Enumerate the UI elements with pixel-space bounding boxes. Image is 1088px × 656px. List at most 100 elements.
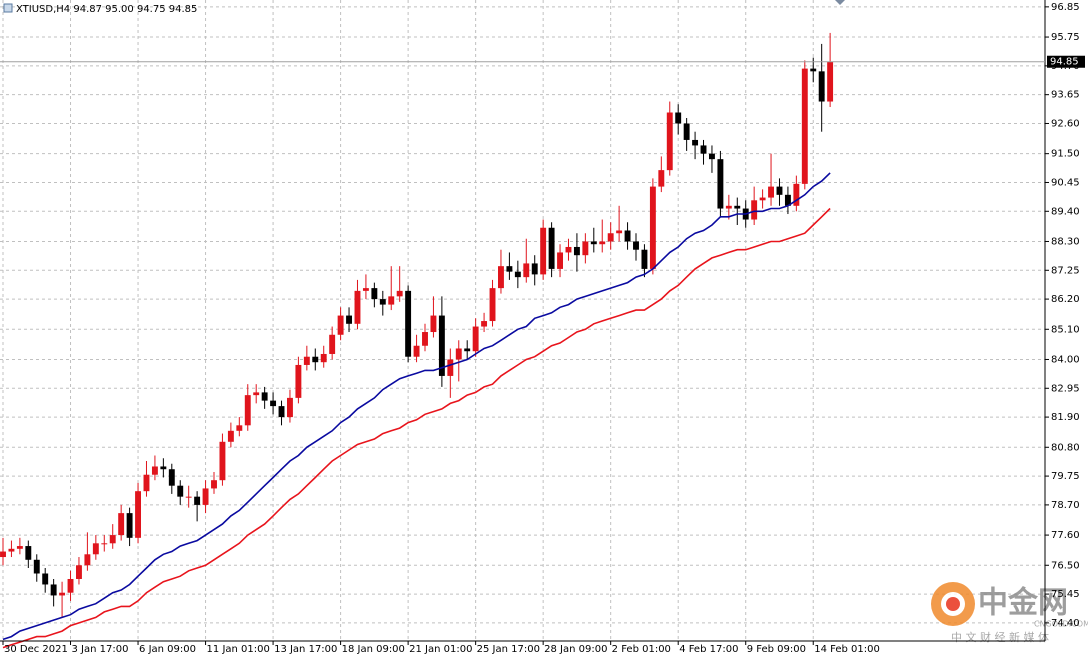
y-tick-label: 74.40 [1051, 618, 1080, 629]
candle-body [16, 546, 23, 549]
candle-body [472, 326, 479, 352]
y-tick-label: 87.25 [1051, 265, 1080, 276]
candle-body [329, 334, 336, 354]
candle-body [683, 123, 690, 140]
candle-body [624, 230, 631, 242]
y-tick-label: 76.50 [1051, 560, 1080, 571]
candle-body [599, 241, 606, 245]
candle-body [540, 227, 547, 275]
candle-body [177, 485, 184, 497]
y-tick-label: 79.75 [1051, 471, 1080, 482]
symbol-icon [3, 3, 13, 13]
candle-body [717, 159, 724, 209]
y-tick-label: 81.90 [1051, 412, 1080, 423]
candle-body [219, 441, 226, 481]
candle-body [8, 548, 15, 552]
candle-body [244, 395, 251, 426]
price-tag-label: 94.85 [1050, 57, 1079, 68]
candle-body [565, 246, 572, 253]
candle-body [784, 194, 791, 206]
candle-body [692, 139, 699, 146]
candle-body [185, 496, 192, 498]
candle-body [320, 353, 327, 363]
x-tick-label: 2 Feb 01:00 [612, 644, 671, 655]
candle-body [346, 315, 352, 324]
x-tick-label: 14 Feb 01:00 [814, 644, 880, 655]
watermark-site: CNGOLD.COM [1034, 620, 1088, 629]
candle-body [666, 112, 673, 171]
candle-body [523, 263, 530, 278]
y-tick-label: 86.20 [1051, 294, 1080, 305]
candle-body [489, 288, 496, 322]
candle-body [776, 186, 783, 195]
shift-marker [835, 0, 845, 5]
candle-body [447, 359, 454, 376]
grid [0, 0, 1045, 641]
y-tick-label: 92.60 [1051, 118, 1080, 129]
plot [0, 32, 834, 649]
x-tick-label: 21 Jan 01:00 [409, 644, 472, 655]
candle-body [143, 474, 150, 492]
moving-average [2, 207, 831, 649]
candle-body [295, 364, 302, 398]
candle-body [118, 513, 125, 536]
candle-body [168, 469, 175, 486]
y-tick-label: 91.50 [1051, 149, 1080, 160]
y-tick-label: 89.40 [1051, 206, 1080, 217]
candle-body [481, 321, 488, 327]
candle-body [506, 266, 513, 272]
candle-body [700, 145, 707, 154]
y-tick-label: 96.85 [1051, 2, 1080, 13]
candle-body [413, 345, 420, 357]
y-tick-label: 80.80 [1051, 442, 1080, 453]
candle-body [92, 543, 99, 555]
y-tick-label: 95.75 [1051, 32, 1080, 43]
candle-body [818, 71, 825, 102]
candle-body [768, 186, 774, 198]
candle-body [101, 543, 108, 545]
candle-body [464, 348, 471, 352]
x-tick-label: 25 Jan 17:00 [477, 644, 540, 655]
candle-body [109, 535, 116, 544]
candle-body [751, 200, 758, 220]
candle-body [236, 425, 243, 431]
y-tick-label: 84.00 [1051, 354, 1080, 365]
candle-body [278, 406, 285, 418]
candle-body [362, 288, 369, 291]
candle-body [514, 271, 521, 278]
candle-body [126, 513, 133, 538]
candle-body [590, 241, 597, 245]
candle-body [84, 554, 91, 566]
candle-body [211, 480, 217, 489]
candle-body [649, 186, 656, 269]
y-tick-label: 77.60 [1051, 530, 1080, 541]
price-tag [1047, 55, 1085, 68]
candle-body [759, 197, 766, 201]
candle-body [641, 249, 648, 269]
candle-body [202, 488, 209, 505]
candle-body [379, 299, 386, 305]
candle-body [709, 153, 715, 160]
candle-body [607, 233, 614, 242]
candle-body [455, 348, 462, 360]
candle-body [573, 246, 580, 256]
candle-body [498, 266, 504, 289]
candle-body [371, 288, 378, 300]
candle-body [658, 170, 665, 187]
candle-body [227, 430, 234, 442]
y-tick-label: 75.45 [1051, 589, 1080, 600]
candle-body [531, 263, 538, 275]
y-tick-label: 82.95 [1051, 383, 1080, 394]
candle-body [160, 466, 167, 470]
candle-body [548, 227, 555, 269]
candle-body [312, 356, 319, 363]
y-tick-label: 78.70 [1051, 500, 1080, 511]
candle-body [0, 551, 6, 558]
candle-body [827, 61, 834, 102]
candle-body [25, 546, 32, 560]
candle-body [194, 496, 201, 505]
candle-body [50, 584, 57, 596]
moving-average [2, 172, 831, 641]
x-tick-label: 30 Dec 2021 [4, 644, 68, 655]
